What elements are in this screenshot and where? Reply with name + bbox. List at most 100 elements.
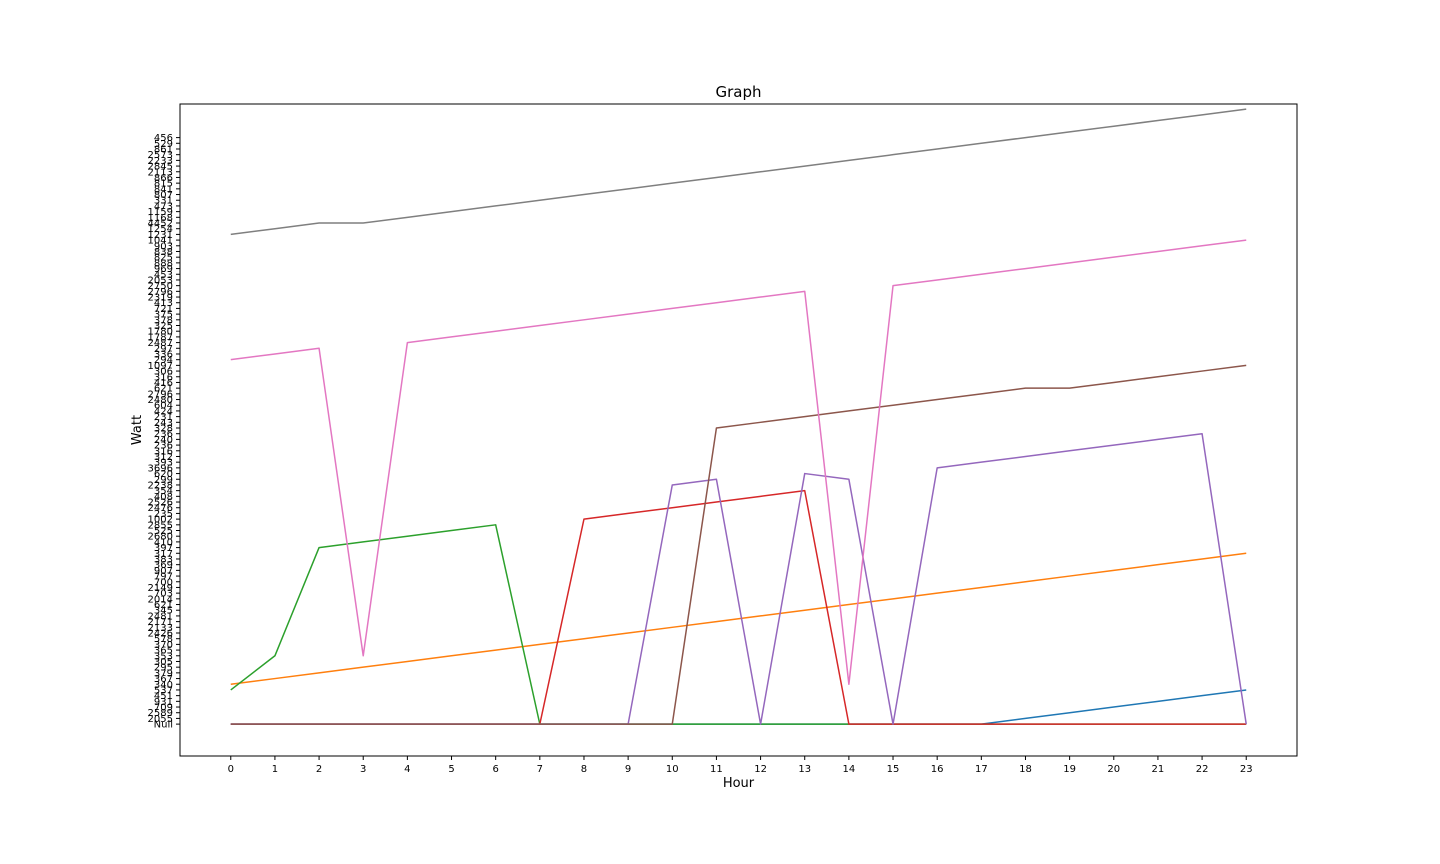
y-tick-label: 383 [154, 554, 173, 565]
y-tick-label: 969 [154, 264, 173, 275]
y-tick-label: 838 [154, 247, 173, 258]
y-tick-label: 2487 [148, 338, 173, 349]
y-tick-label: 2171 [148, 617, 173, 628]
y-tick-label: 2476 [148, 503, 173, 514]
series-line-6 [230, 364, 1247, 725]
y-tick-label: 410 [154, 537, 173, 548]
y-tick-label: 378 [154, 315, 173, 326]
y-tick-label: 456 [154, 133, 173, 144]
y-tick-label: 2845 [148, 162, 173, 173]
y-tick-label: 408 [154, 492, 173, 503]
x-tick-label: 15 [887, 764, 900, 775]
x-tick-label: 21 [1152, 764, 1165, 775]
y-tick-label: 4452 [148, 219, 173, 230]
y-axis: Null205525897099314515373403673792953053… [148, 133, 180, 731]
y-tick-label: 1254 [148, 224, 173, 235]
series-line-7 [230, 239, 1247, 685]
y-tick-label: 299 [154, 475, 173, 486]
y-tick-label: 353 [154, 651, 173, 662]
y-tick-label: 325 [154, 321, 173, 332]
y-tick-label: 621 [154, 600, 173, 611]
y-tick-label: 1159 [148, 207, 173, 218]
y-tick-label: 312 [154, 452, 173, 463]
y-tick-label: 825 [154, 253, 173, 264]
x-tick-label: 3 [360, 764, 366, 775]
y-tick-label: 2233 [148, 156, 173, 167]
y-tick-label: 797 [154, 572, 173, 583]
y-tick-label: 2480 [148, 395, 173, 406]
y-tick-label: 1097 [148, 361, 173, 372]
y-tick-label: 235 [154, 509, 173, 520]
y-tick-label: 331 [154, 196, 173, 207]
y-tick-label: 525 [154, 526, 173, 537]
y-tick-label: 370 [154, 640, 173, 651]
y-tick-label: 841 [154, 184, 173, 195]
y-tick-label: 379 [154, 668, 173, 679]
y-tick-label: 815 [154, 179, 173, 190]
y-tick-label: 316 [154, 446, 173, 457]
series-line-8 [230, 108, 1247, 236]
y-tick-label: 1041 [148, 236, 173, 247]
y-tick-label: 529 [154, 139, 173, 150]
x-axis-label: Hour [723, 776, 755, 791]
x-tick-label: 14 [843, 764, 856, 775]
y-tick-label: 2796 [148, 287, 173, 298]
plot-frame [179, 103, 1298, 757]
y-tick-label: 413 [154, 298, 173, 309]
y-tick-label: 2796 [148, 389, 173, 400]
x-tick-label: 17 [975, 764, 988, 775]
y-tick-label: 295 [154, 663, 173, 674]
y-tick-label: 306 [154, 367, 173, 378]
y-tick-label: 2589 [148, 708, 173, 719]
x-tick-label: 20 [1107, 764, 1120, 775]
x-tick-label: 9 [625, 764, 631, 775]
y-tick-label: 721 [154, 304, 173, 315]
x-tick-label: 6 [492, 764, 498, 775]
x-tick-label: 22 [1196, 764, 1209, 775]
y-tick-label: 2481 [148, 611, 173, 622]
y-tick-label: 604 [154, 401, 173, 412]
y-tick-label: 2750 [148, 281, 173, 292]
y-tick-label: 336 [154, 349, 173, 360]
y-tick-label: 424 [154, 406, 173, 417]
x-tick-label: 16 [931, 764, 944, 775]
y-tick-label: 416 [154, 378, 173, 389]
y-tick-label: 2113 [148, 167, 173, 178]
x-tick-label: 18 [1019, 764, 1032, 775]
y-tick-label: 1168 [148, 213, 173, 224]
y-tick-label: 2855 [148, 520, 173, 531]
x-tick-label: 13 [798, 764, 811, 775]
y-tick-label: 2133 [148, 623, 173, 634]
y-tick-label: 317 [154, 549, 173, 560]
y-tick-label: 2149 [148, 583, 173, 594]
y-tick-label: 2055 [148, 714, 173, 725]
y-tick-label: 2319 [148, 293, 173, 304]
x-tick-label: 0 [228, 764, 234, 775]
y-tick-label: 709 [154, 703, 173, 714]
y-tick-label: 2426 [148, 629, 173, 640]
y-tick-label: 367 [154, 674, 173, 685]
y-tick-label: 354 [154, 486, 173, 497]
y-tick-label: 328 [154, 424, 173, 435]
y-tick-label: 888 [154, 258, 173, 269]
x-tick-label: 4 [404, 764, 410, 775]
y-tick-label: 2014 [148, 594, 173, 605]
y-tick-label: 2053 [148, 275, 173, 286]
series-lines [230, 108, 1247, 725]
y-tick-label: 1787 [148, 332, 173, 343]
y-tick-label: 703 [154, 589, 173, 600]
y-tick-label: 3696 [148, 463, 173, 474]
y-tick-label: 2238 [148, 480, 173, 491]
y-tick-label: 236 [154, 441, 173, 452]
y-tick-label: 453 [154, 270, 173, 281]
x-axis: 0 1 2 3 4 5 6 7 8 9 10 11 12 13 14 15 16 17 18 19 20 21 22 23 [228, 756, 1253, 775]
x-tick-label: 19 [1063, 764, 1076, 775]
y-tick-label: 305 [154, 657, 173, 668]
y-tick-label: 2680 [148, 532, 173, 543]
y-tick-label: 537 [154, 685, 173, 696]
y-tick-label: 297 [154, 344, 173, 355]
y-tick-label: 393 [154, 458, 173, 469]
x-tick-label: 8 [581, 764, 587, 775]
